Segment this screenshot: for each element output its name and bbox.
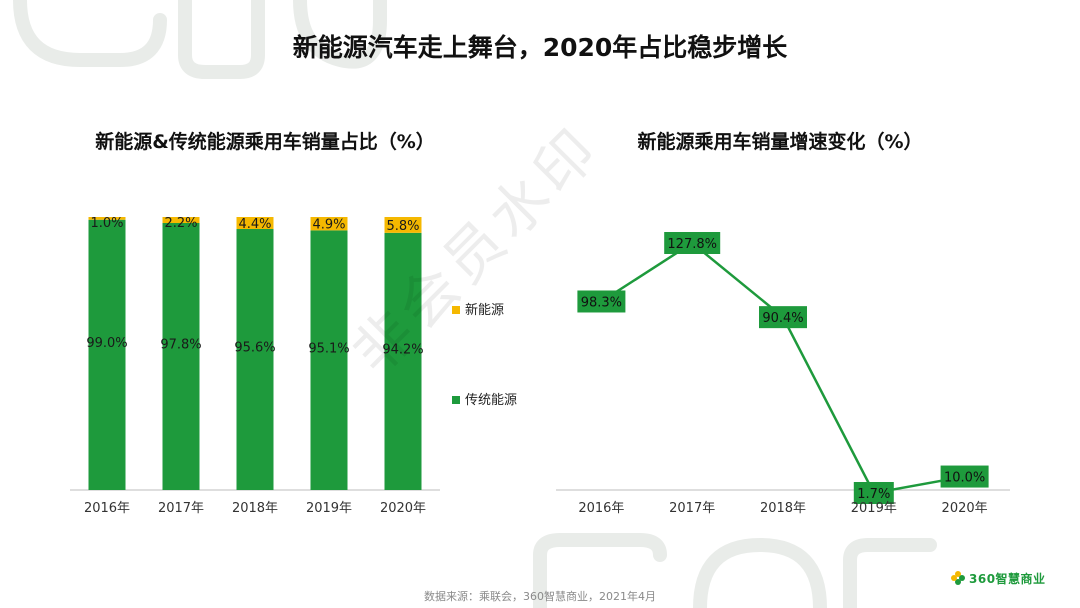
legend-label-traditional-energy: 传统能源	[465, 393, 518, 408]
growth-data-label: 98.3%	[581, 295, 622, 310]
bar-label-new-energy: 5.8%	[386, 219, 419, 234]
bar-label-new-energy: 2.2%	[164, 216, 197, 231]
bar-chart-x-tick-label: 2018年	[232, 501, 278, 516]
bar-label-new-energy: 4.9%	[312, 218, 345, 233]
growth-data-label-box	[759, 306, 807, 329]
legend-swatch-new-energy	[452, 306, 460, 314]
bar-new-energy	[384, 217, 422, 233]
bar-traditional-energy	[236, 229, 274, 490]
bar-chart-x-tick-label: 2016年	[84, 501, 130, 516]
bar-traditional-energy	[88, 219, 126, 491]
brand-logo: 360智慧商业	[950, 570, 1046, 589]
bar-label-traditional-energy: 95.1%	[308, 341, 349, 356]
data-source-note: 数据来源：乘联会，360智慧商业，2021年4月	[424, 590, 656, 603]
bar-label-new-energy: 1.0%	[90, 216, 123, 231]
growth-data-label: 127.8%	[667, 237, 717, 252]
line-chart-title: 新能源乘用车销量增速变化（%）	[637, 131, 923, 153]
bar-label-traditional-energy: 97.8%	[160, 337, 201, 352]
growth-data-label-box	[664, 232, 721, 254]
stacked-bar-chart-title: 新能源&传统能源乘用车销量占比（%）	[95, 131, 435, 153]
legend-label-new-energy: 新能源	[465, 303, 505, 318]
brand-flower-icon	[950, 570, 966, 589]
brand-name: 360智慧商业	[969, 572, 1046, 586]
growth-series-line	[600, 241, 965, 495]
legend-swatch-traditional-energy	[452, 396, 460, 404]
growth-data-label-box	[853, 482, 894, 504]
line-chart-x-tick-label: 2018年	[760, 501, 806, 516]
line-chart-x-tick-label: 2016年	[578, 501, 624, 516]
bar-label-traditional-energy: 94.2%	[382, 343, 423, 358]
growth-data-label-box	[577, 290, 626, 313]
bar-chart-x-tick-label: 2019年	[306, 501, 352, 516]
bar-traditional-energy	[162, 223, 200, 491]
line-chart-x-tick-label: 2020年	[942, 501, 988, 516]
legend-item-new-energy: 新能源	[452, 299, 504, 318]
legend-item-traditional-energy: 传统能源	[452, 389, 517, 408]
line-chart-x-tick-label: 2017年	[669, 501, 715, 516]
bar-label-traditional-energy: 99.0%	[86, 336, 127, 351]
bar-chart-x-tick-label: 2020年	[380, 501, 426, 516]
growth-data-label: 1.7%	[857, 487, 890, 502]
growth-data-label: 90.4%	[762, 311, 803, 326]
bar-new-energy	[236, 217, 274, 230]
line-chart-x-tick-label: 2019年	[851, 501, 897, 516]
bar-label-traditional-energy: 95.6%	[234, 341, 275, 356]
bar-chart-x-tick-label: 2017年	[158, 501, 204, 516]
bar-new-energy	[310, 217, 348, 231]
bar-new-energy	[88, 217, 126, 220]
growth-data-label: 10.0%	[944, 471, 985, 486]
page-title: 新能源汽车走上舞台，2020年占比稳步增长	[292, 33, 788, 62]
bar-label-new-energy: 4.4%	[238, 217, 271, 232]
bar-new-energy	[162, 217, 200, 224]
growth-data-label-box	[940, 465, 989, 488]
bar-traditional-energy	[310, 230, 348, 490]
bar-traditional-energy	[384, 232, 422, 491]
